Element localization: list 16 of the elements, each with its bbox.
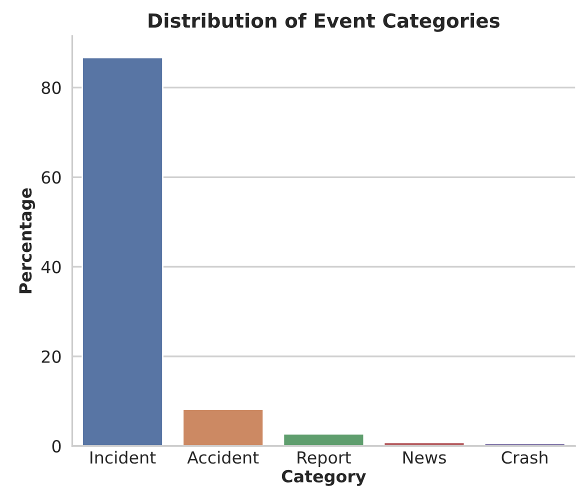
y-tick-label: 40 <box>41 260 61 274</box>
x-tick-label: Incident <box>90 450 156 464</box>
y-tick-label: 20 <box>42 350 61 363</box>
x-axis-title: Category <box>282 470 366 486</box>
x-tick-label: Report <box>298 451 351 467</box>
bar <box>182 408 264 446</box>
chart-title: Distribution of Event Categories <box>148 12 500 32</box>
bar <box>282 433 365 446</box>
y-tick-label: 80 <box>42 81 61 94</box>
y-axis-title: Percentage <box>19 188 36 294</box>
x-tick-label: Accident <box>187 450 259 464</box>
x-tick-label: News <box>403 451 446 464</box>
bar <box>82 56 164 446</box>
y-tick-label: 0 <box>52 440 61 453</box>
y-tick-label: 60 <box>42 171 61 184</box>
x-tick-label: Crash <box>502 450 548 464</box>
